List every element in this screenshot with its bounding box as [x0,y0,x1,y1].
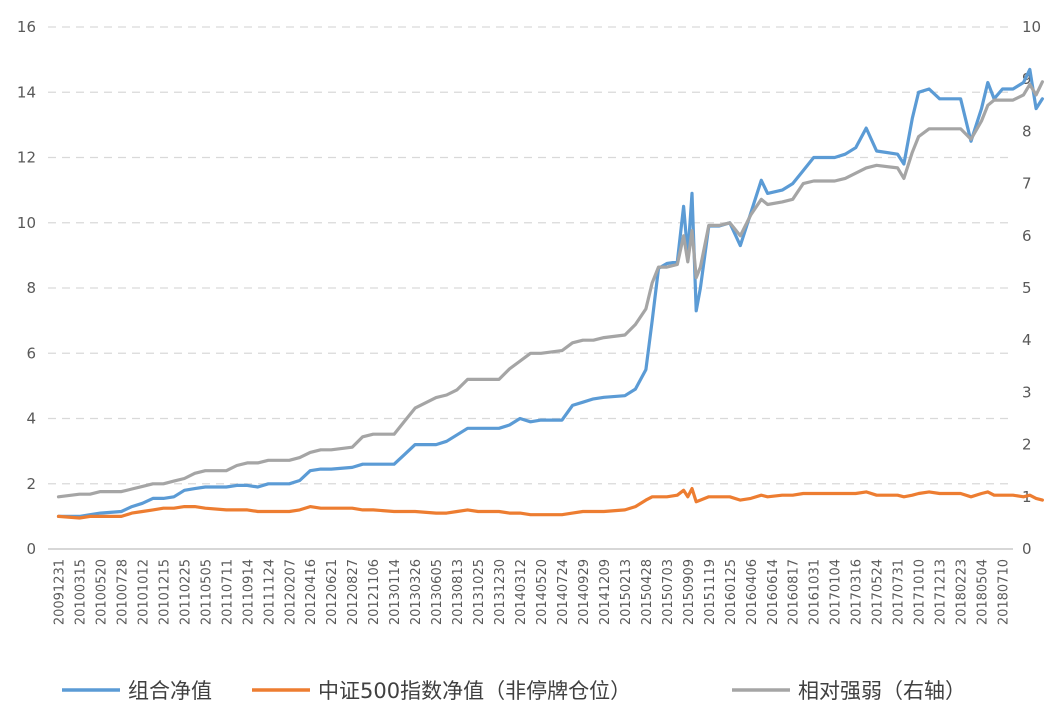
y-tick-label: 6 [26,344,36,362]
legend: 组合净值 中证500指数净值（非停牌仓位） 相对强弱（右轴） [62,679,966,703]
gridlines [48,26,1013,485]
x-tick-label: 20141209 [598,559,613,625]
x-tick-label: 20170524 [871,559,886,625]
x-tick-label: 20120827 [346,559,361,625]
x-tick-label: 20170731 [892,559,907,625]
x-tick-label: 20110505 [199,559,214,625]
x-tick-label: 20131025 [472,559,487,625]
legend-label-0: 组合净值 [128,679,212,703]
x-tick-label: 20101012 [136,559,151,625]
x-tick-label: 20161031 [808,559,823,625]
y-tick-label: 0 [26,540,36,558]
x-tick-label: 20140312 [514,559,529,625]
x-tick-label: 20120207 [283,559,298,625]
x-tick-label: 20110225 [178,559,193,625]
x-tick-label: 20091231 [52,559,67,625]
y2-tick-label: 2 [1022,436,1032,454]
x-tick-label: 20170104 [829,559,844,625]
x-tick-label: 20150428 [640,559,655,625]
x-tick-label: 20180710 [997,559,1012,625]
x-tick-label: 20160817 [787,559,802,625]
left-y-axis-ticks: 0 2 4 6 8 10 12 14 16 [17,18,36,558]
x-tick-label: 20100728 [115,559,130,625]
x-tick-label: 20151119 [703,559,718,625]
x-tick-label: 20150909 [682,559,697,625]
x-tick-label: 20120621 [325,559,340,625]
y-tick-label: 8 [26,279,36,297]
x-tick-label: 20171010 [913,559,928,625]
x-tick-label: 20130813 [451,559,466,625]
x-tick-label: 20140724 [556,559,571,625]
x-tick-label: 20130605 [430,559,445,625]
x-tick-label: 20120416 [304,559,319,625]
x-tick-label: 20100315 [73,559,88,625]
x-tick-label: 20111124 [262,559,277,625]
series-line-1 [56,487,1045,520]
y-tick-label: 10 [17,214,36,232]
x-tick-label: 20101215 [157,559,172,625]
x-tick-label: 20110711 [220,559,235,625]
series-line-2 [56,80,1045,499]
legend-label-1: 中证500指数净值（非停牌仓位） [318,679,631,703]
y2-tick-label: 5 [1022,279,1032,297]
x-tick-label: 20171213 [934,559,949,625]
y2-tick-label: 8 [1022,122,1032,140]
y-tick-label: 14 [17,83,36,101]
y-tick-label: 16 [17,18,36,36]
x-tick-label: 20150213 [619,559,634,625]
x-tick-label: 20130326 [409,559,424,625]
x-tick-label: 20140929 [577,559,592,625]
y-tick-label: 4 [26,410,36,428]
x-axis-ticks: 20091231 20100315 20100520 20100728 20101012… [52,559,1011,625]
x-tick-label: 20150703 [661,559,676,625]
legend-label-2: 相对强弱（右轴） [798,679,966,703]
y2-tick-label: 4 [1022,331,1032,349]
x-tick-label: 20140520 [535,559,550,625]
x-tick-label: 20121106 [367,559,382,625]
series-lines [56,67,1045,520]
y-tick-label: 2 [26,475,36,493]
x-tick-label: 20100520 [94,559,109,625]
x-tick-label: 20130114 [388,559,403,625]
x-tick-label: 20131230 [493,559,508,625]
y2-tick-label: 7 [1022,175,1032,193]
series-line-0 [56,67,1045,519]
y2-tick-label: 6 [1022,227,1032,245]
x-tick-label: 20180504 [976,559,991,625]
y2-tick-label: 0 [1022,540,1032,558]
x-tick-label: 20160406 [745,559,760,625]
x-tick-label: 20160125 [724,559,739,625]
x-tick-label: 20180223 [955,559,970,625]
x-tick-label: 20160614 [766,559,781,625]
x-tick-label: 20110914 [241,559,256,625]
y-tick-label: 12 [17,149,36,167]
x-tick-label: 20170316 [850,559,865,625]
y2-tick-label: 3 [1022,383,1032,401]
y2-tick-label: 10 [1022,18,1041,36]
